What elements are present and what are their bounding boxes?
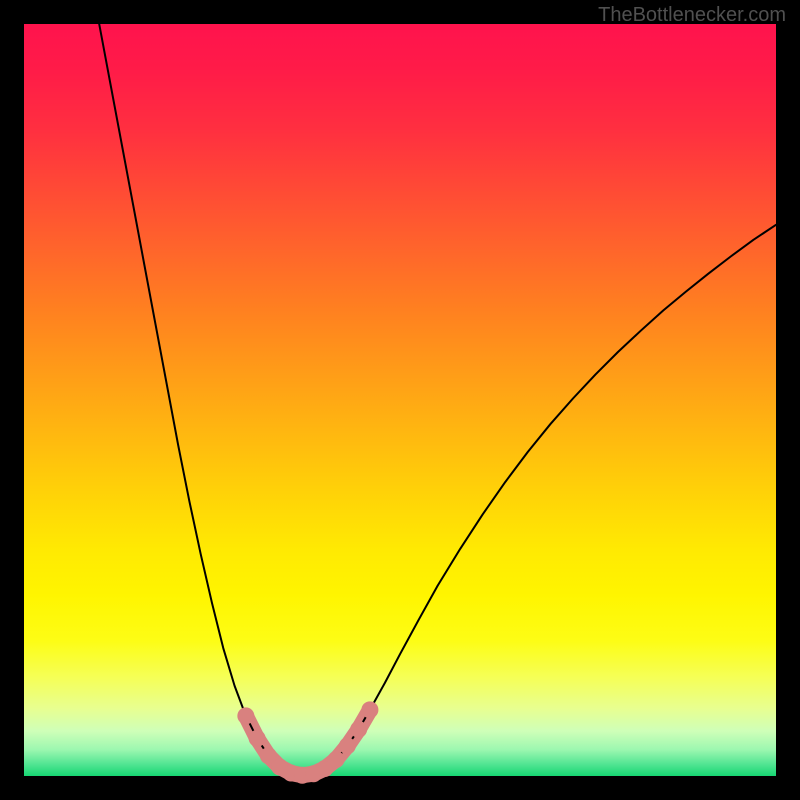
plot-background bbox=[24, 24, 776, 776]
threshold-marker bbox=[351, 721, 367, 737]
threshold-marker bbox=[339, 738, 355, 754]
curve-layer bbox=[24, 24, 776, 776]
threshold-marker bbox=[249, 730, 265, 746]
v-curve bbox=[99, 24, 776, 775]
chart-root: { "chart": { "type": "line", "canvas": {… bbox=[0, 0, 800, 800]
threshold-marker bbox=[328, 751, 344, 767]
threshold-marker bbox=[238, 708, 254, 724]
threshold-marker bbox=[362, 702, 378, 718]
watermark-text: TheBottlenecker.com bbox=[598, 4, 786, 27]
